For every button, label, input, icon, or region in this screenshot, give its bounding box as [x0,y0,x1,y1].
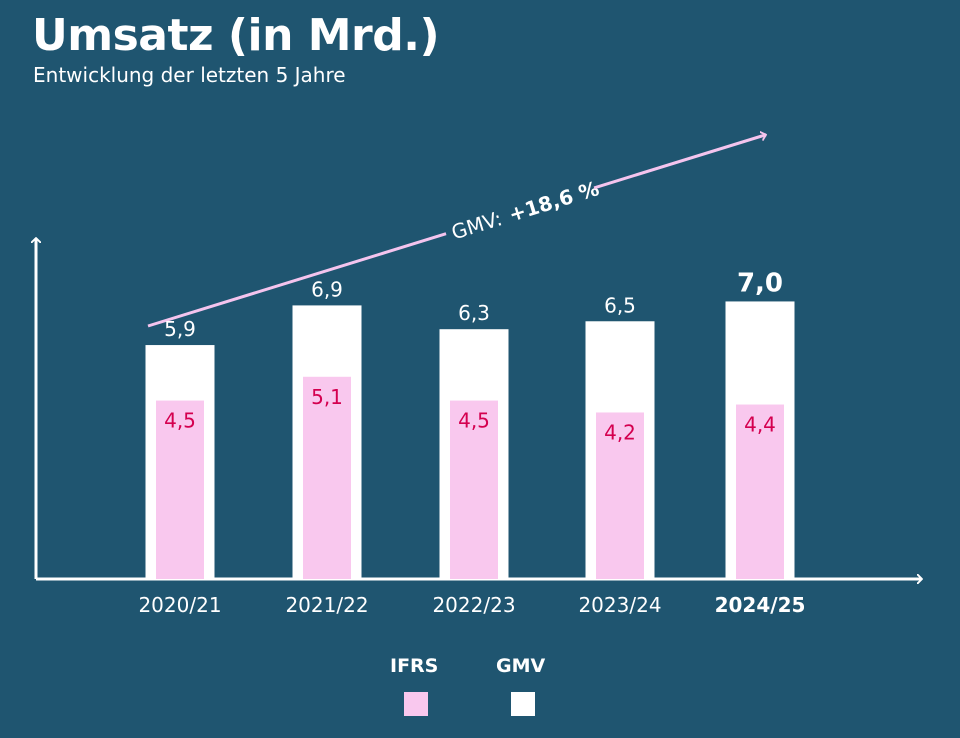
trend-annotation-value: +18,6 % [506,176,602,226]
ifrs-value-label: 5,1 [311,385,343,409]
legend-swatch-gmv [511,692,535,716]
ifrs-bar [596,412,644,579]
x-tick-label: 2023/24 [578,593,661,617]
ifrs-bar [736,404,784,579]
x-tick-label: 2021/22 [285,593,368,617]
bars-group: 5,9 4,5 2020/21 6,9 5,1 2021/22 6,3 4,5 2022/23 6… [138,268,805,617]
gmv-value-label: 5,9 [164,317,196,341]
ifrs-bar [303,376,351,579]
gmv-value-label: 7,0 [737,268,783,298]
x-tick-label: 2024/25 [715,593,806,617]
ifrs-value-label: 4,5 [458,409,490,433]
trend-line-right [593,135,766,190]
chart-title: Umsatz (in Mrd.) [32,10,440,61]
ifrs-value-label: 4,5 [164,409,196,433]
gmv-value-label: 6,9 [311,277,343,301]
trend-annotation-label: GMV: [449,206,505,244]
legend-label-ifrs: IFRS [390,655,439,677]
ifrs-value-label: 4,4 [744,413,776,437]
trend-line-left [147,232,447,328]
x-tick-label: 2020/21 [138,593,221,617]
ifrs-bar [450,400,498,579]
chart-subtitle: Entwicklung der letzten 5 Jahre [33,63,346,87]
x-tick-label: 2022/23 [432,593,515,617]
legend-label-gmv: GMV [496,655,546,677]
ifrs-bar [156,400,204,579]
gmv-value-label: 6,3 [458,301,490,325]
legend-swatch-ifrs [404,692,428,716]
gmv-value-label: 6,5 [604,293,636,317]
ifrs-value-label: 4,2 [604,420,636,444]
